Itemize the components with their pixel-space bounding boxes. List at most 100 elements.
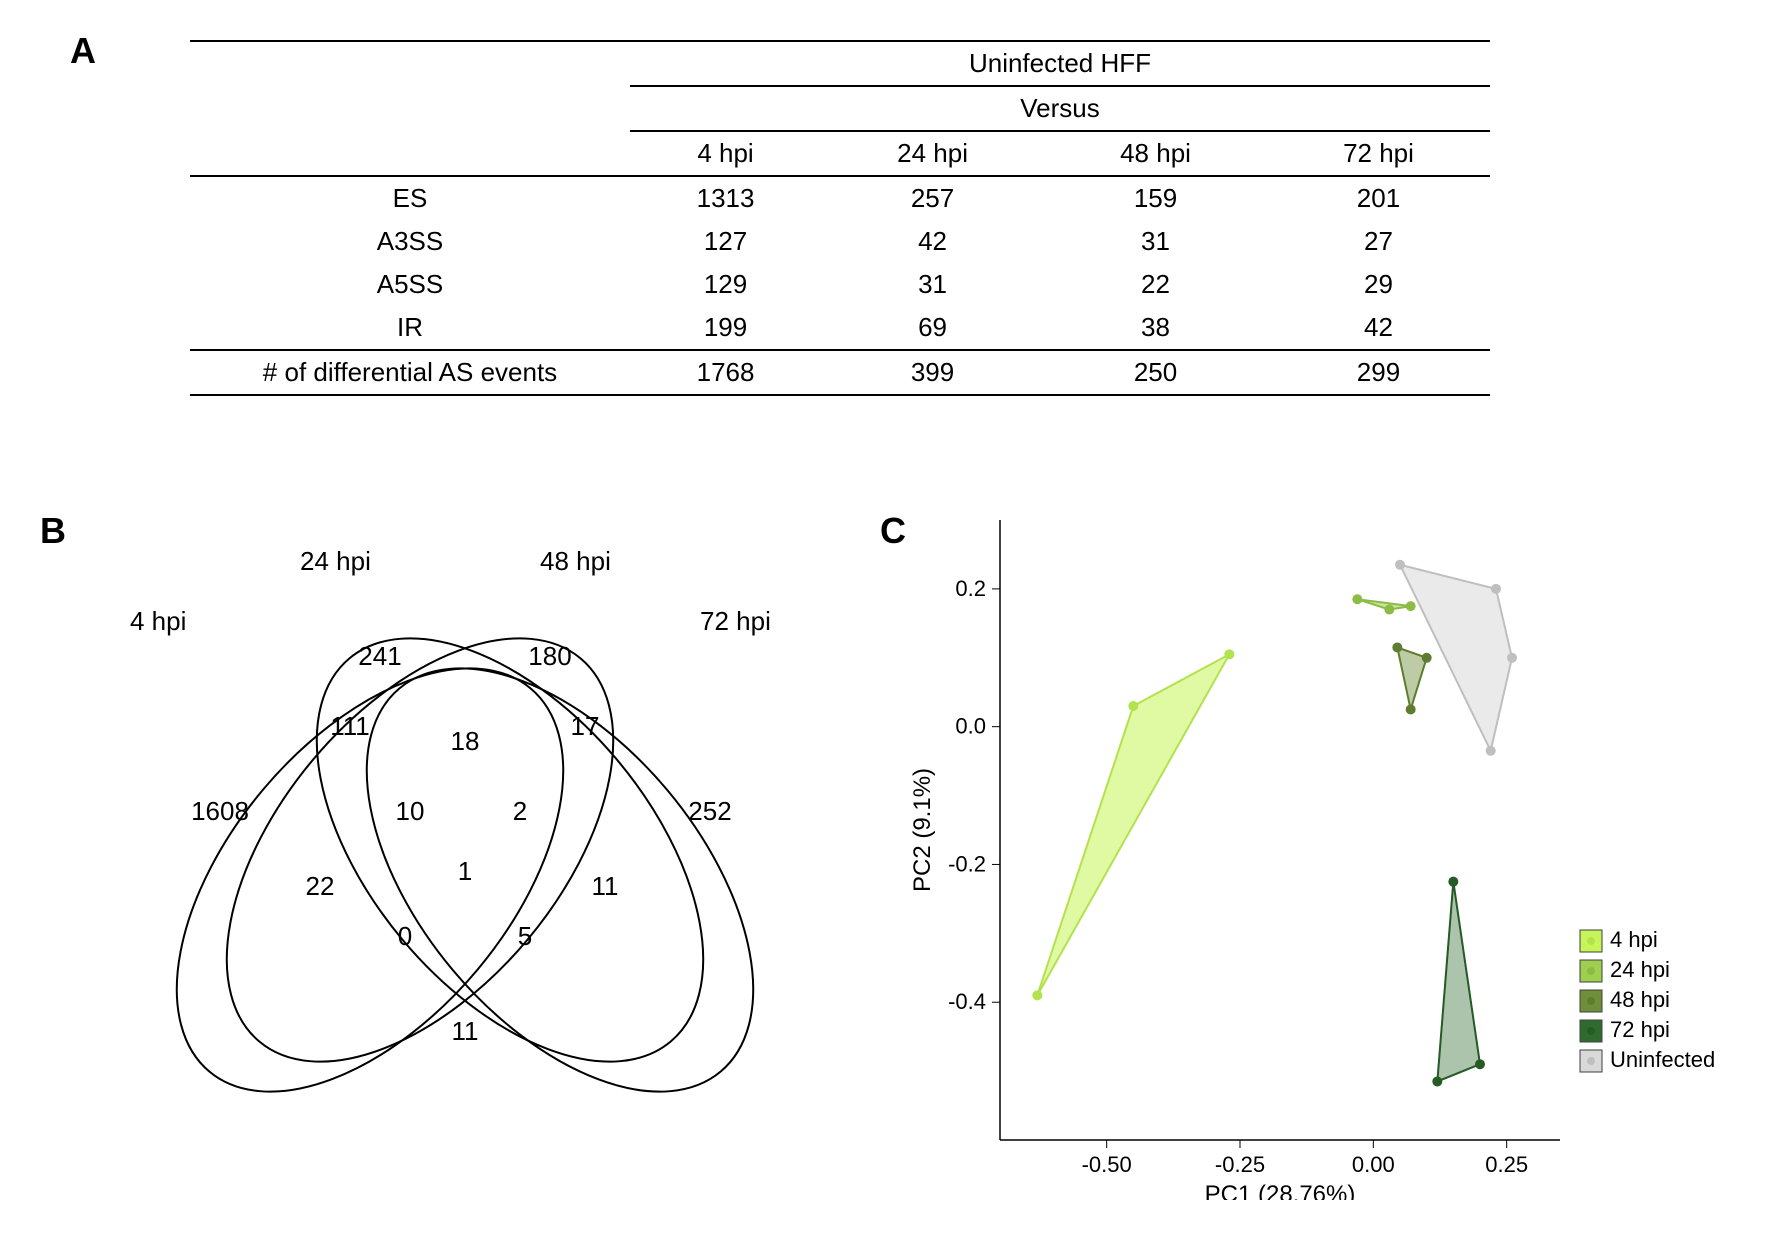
cell: 69 xyxy=(821,306,1044,350)
y-tick-label: -0.2 xyxy=(948,851,986,876)
col-48hpi: 48 hpi xyxy=(1044,131,1267,176)
pca-plot-group: -0.50 -0.25 0.00 0.25 -0.4 -0.2 0.0 0.2 PC1 (28.… xyxy=(909,520,1715,1200)
cell: 1313 xyxy=(630,176,821,220)
venn-region: 180 xyxy=(528,641,571,671)
row-a3ss-label: A3SS xyxy=(190,220,630,263)
cell: 299 xyxy=(1267,350,1490,395)
cell: 201 xyxy=(1267,176,1490,220)
venn-region: 2 xyxy=(513,796,527,826)
pca-point xyxy=(1507,653,1517,663)
venn-region: 18 xyxy=(451,726,480,756)
pca-point xyxy=(1352,594,1362,604)
venn-set-label: 48 hpi xyxy=(540,546,611,576)
col-4hpi: 4 hpi xyxy=(630,131,821,176)
venn-region: 10 xyxy=(396,796,425,826)
x-tick-label: 0.00 xyxy=(1352,1152,1395,1177)
venn-ellipse-48hpi xyxy=(242,568,778,1131)
row-es-label: ES xyxy=(190,176,630,220)
pca-hull xyxy=(1437,882,1480,1082)
pca-point xyxy=(1432,1076,1442,1086)
y-axis-title: PC2 (9.1%) xyxy=(909,768,936,892)
venn-region: 11 xyxy=(592,871,619,901)
panel-label-a: A xyxy=(70,30,96,72)
row-total-label: # of differential AS events xyxy=(190,350,630,395)
row-ir-label: IR xyxy=(190,306,630,350)
venn-ellipse-72hpi xyxy=(292,598,828,1161)
cell: 42 xyxy=(821,220,1044,263)
x-tick-label: -0.25 xyxy=(1215,1152,1265,1177)
pca-point xyxy=(1491,584,1501,594)
pca-point xyxy=(1422,653,1432,663)
legend-label: 24 hpi xyxy=(1610,957,1670,982)
cell: 399 xyxy=(821,350,1044,395)
legend-dot-icon xyxy=(1587,1027,1595,1035)
cell: 250 xyxy=(1044,350,1267,395)
as-events-table: Uninfected HFF Versus 4 hpi 24 hpi 48 hp… xyxy=(190,40,1490,396)
venn-set-label: 72 hpi xyxy=(700,606,771,636)
legend-dot-icon xyxy=(1587,1057,1595,1065)
col-72hpi: 72 hpi xyxy=(1267,131,1490,176)
legend-dot-icon xyxy=(1587,997,1595,1005)
cell: 127 xyxy=(630,220,821,263)
cell: 129 xyxy=(630,263,821,306)
legend-label: 48 hpi xyxy=(1610,987,1670,1012)
y-tick-label: -0.4 xyxy=(948,989,986,1014)
x-tick-label: 0.25 xyxy=(1485,1152,1528,1177)
venn-ellipse-4hpi xyxy=(102,598,638,1161)
y-tick-label: 0.0 xyxy=(955,714,986,739)
venn-region: 5 xyxy=(518,921,532,951)
venn-region: 22 xyxy=(306,871,335,901)
venn-region: 0 xyxy=(398,921,412,951)
venn-set-label: 4 hpi xyxy=(130,606,186,636)
cell: 1768 xyxy=(630,350,821,395)
pca-point xyxy=(1448,877,1458,887)
legend-dot-icon xyxy=(1587,967,1595,975)
pca-point xyxy=(1224,649,1234,659)
pca-point xyxy=(1406,601,1416,611)
legend-dot-icon xyxy=(1587,937,1595,945)
venn-region: 1608 xyxy=(191,796,249,826)
cell: 159 xyxy=(1044,176,1267,220)
cell: 27 xyxy=(1267,220,1490,263)
x-axis-title: PC1 (28.76%) xyxy=(1205,1181,1356,1200)
legend-label: 4 hpi xyxy=(1610,927,1658,952)
x-tick-label: -0.50 xyxy=(1082,1152,1132,1177)
cell: 29 xyxy=(1267,263,1490,306)
venn-region: 11 xyxy=(452,1016,479,1046)
legend-label: Uninfected xyxy=(1610,1047,1715,1072)
cell: 199 xyxy=(630,306,821,350)
panel-c-pca: -0.50 -0.25 0.00 0.25 -0.4 -0.2 0.0 0.2 PC1 (28.… xyxy=(880,500,1760,1200)
pca-point xyxy=(1406,704,1416,714)
venn-region: 1 xyxy=(458,856,472,886)
panel-b-venn: 4 hpi 24 hpi 48 hpi 72 hpi 1608 241 180 … xyxy=(60,500,840,1200)
col-24hpi: 24 hpi xyxy=(821,131,1044,176)
pca-point xyxy=(1384,605,1394,615)
pca-point xyxy=(1032,990,1042,1000)
venn-region: 241 xyxy=(358,641,401,671)
table-header-sub: Versus xyxy=(630,86,1490,131)
venn-svg: 4 hpi 24 hpi 48 hpi 72 hpi 1608 241 180 … xyxy=(60,500,840,1200)
pca-point xyxy=(1475,1059,1485,1069)
y-tick-label: 0.2 xyxy=(955,576,986,601)
cell: 42 xyxy=(1267,306,1490,350)
pca-point xyxy=(1128,701,1138,711)
table-header-top: Uninfected HFF xyxy=(630,41,1490,86)
legend-label: 72 hpi xyxy=(1610,1017,1670,1042)
pca-point xyxy=(1486,746,1496,756)
row-a5ss-label: A5SS xyxy=(190,263,630,306)
cell: 31 xyxy=(1044,220,1267,263)
venn-set-label: 24 hpi xyxy=(300,546,371,576)
panel-a-table: Uninfected HFF Versus 4 hpi 24 hpi 48 hp… xyxy=(190,40,1490,396)
venn-ellipse-24hpi xyxy=(152,568,688,1131)
cell: 31 xyxy=(821,263,1044,306)
venn-region: 252 xyxy=(688,796,731,826)
venn-region: 111 xyxy=(330,711,370,741)
pca-svg: -0.50 -0.25 0.00 0.25 -0.4 -0.2 0.0 0.2 PC1 (28.… xyxy=(880,500,1760,1200)
venn-region: 17 xyxy=(571,711,600,741)
pca-point xyxy=(1395,560,1405,570)
pca-point xyxy=(1392,642,1402,652)
cell: 257 xyxy=(821,176,1044,220)
figure-root: A B C Uninfected HFF Versus 4 hpi 24 hpi… xyxy=(0,0,1770,1251)
cell: 38 xyxy=(1044,306,1267,350)
cell: 22 xyxy=(1044,263,1267,306)
